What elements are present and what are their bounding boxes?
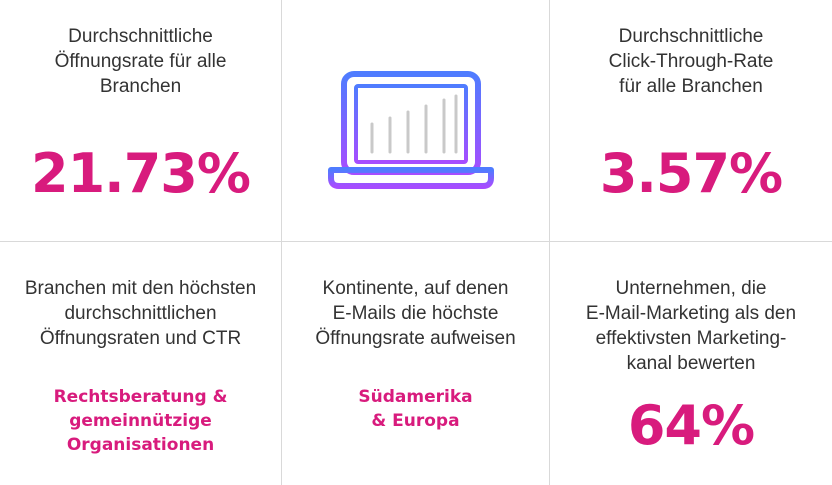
divider-vertical-left (281, 0, 282, 485)
open-rate-value: 21.73% (31, 142, 251, 205)
companies-label: Unternehmen, die E-Mail-Marketing als de… (585, 278, 797, 374)
industries-value: Rechtsberatung & gemeinnützige Organisat… (53, 387, 228, 455)
industries-label: Branchen mit den höchsten durchschnittli… (24, 278, 257, 349)
continents-value: Südamerika & Europa (358, 387, 473, 431)
laptop-cell (282, 0, 549, 241)
companies-cell: Unternehmen, die E-Mail-Marketing als de… (550, 276, 832, 456)
continents-cell: Kontinente, auf denen E-Mails die höchst… (282, 276, 549, 433)
open-rate-label: Durchschnittliche Öffnungsrate für alle … (54, 26, 227, 97)
open-rate-cell: Durchschnittliche Öffnungsrate für alle … (0, 24, 281, 204)
ctr-value: 3.57% (599, 142, 783, 205)
laptop-chart-icon (328, 71, 494, 189)
divider-horizontal (0, 241, 832, 242)
industries-cell: Branchen mit den höchsten durchschnittli… (0, 276, 281, 457)
ctr-cell: Durchschnittliche Click-Through-Rate für… (550, 24, 832, 204)
continents-label: Kontinente, auf denen E-Mails die höchst… (315, 278, 516, 349)
divider-vertical-right (549, 0, 550, 485)
ctr-label: Durchschnittliche Click-Through-Rate für… (608, 26, 774, 97)
companies-value: 64% (627, 394, 755, 457)
